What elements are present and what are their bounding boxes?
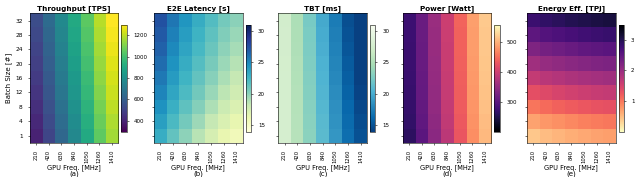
X-axis label: GPU Freq. [MHz]: GPU Freq. [MHz] <box>545 165 598 172</box>
Text: (a): (a) <box>69 170 79 177</box>
Title: Throughput [TPS]: Throughput [TPS] <box>37 5 111 13</box>
X-axis label: GPU Freq. [MHz]: GPU Freq. [MHz] <box>296 165 349 172</box>
Text: (b): (b) <box>193 170 204 177</box>
Title: Power [Watt]: Power [Watt] <box>420 5 474 13</box>
Text: (e): (e) <box>566 170 576 177</box>
X-axis label: GPU Freq. [MHz]: GPU Freq. [MHz] <box>47 165 101 172</box>
Text: (d): (d) <box>442 170 452 177</box>
Y-axis label: Batch Size [#]: Batch Size [#] <box>6 53 12 103</box>
Text: (c): (c) <box>318 170 327 177</box>
X-axis label: GPU Freq. [MHz]: GPU Freq. [MHz] <box>420 165 474 172</box>
Title: Energy Eff. [TPJ]: Energy Eff. [TPJ] <box>538 5 605 13</box>
Title: E2E Latency [s]: E2E Latency [s] <box>167 5 230 13</box>
X-axis label: GPU Freq. [MHz]: GPU Freq. [MHz] <box>172 165 225 172</box>
Title: TBT [ms]: TBT [ms] <box>304 5 341 13</box>
